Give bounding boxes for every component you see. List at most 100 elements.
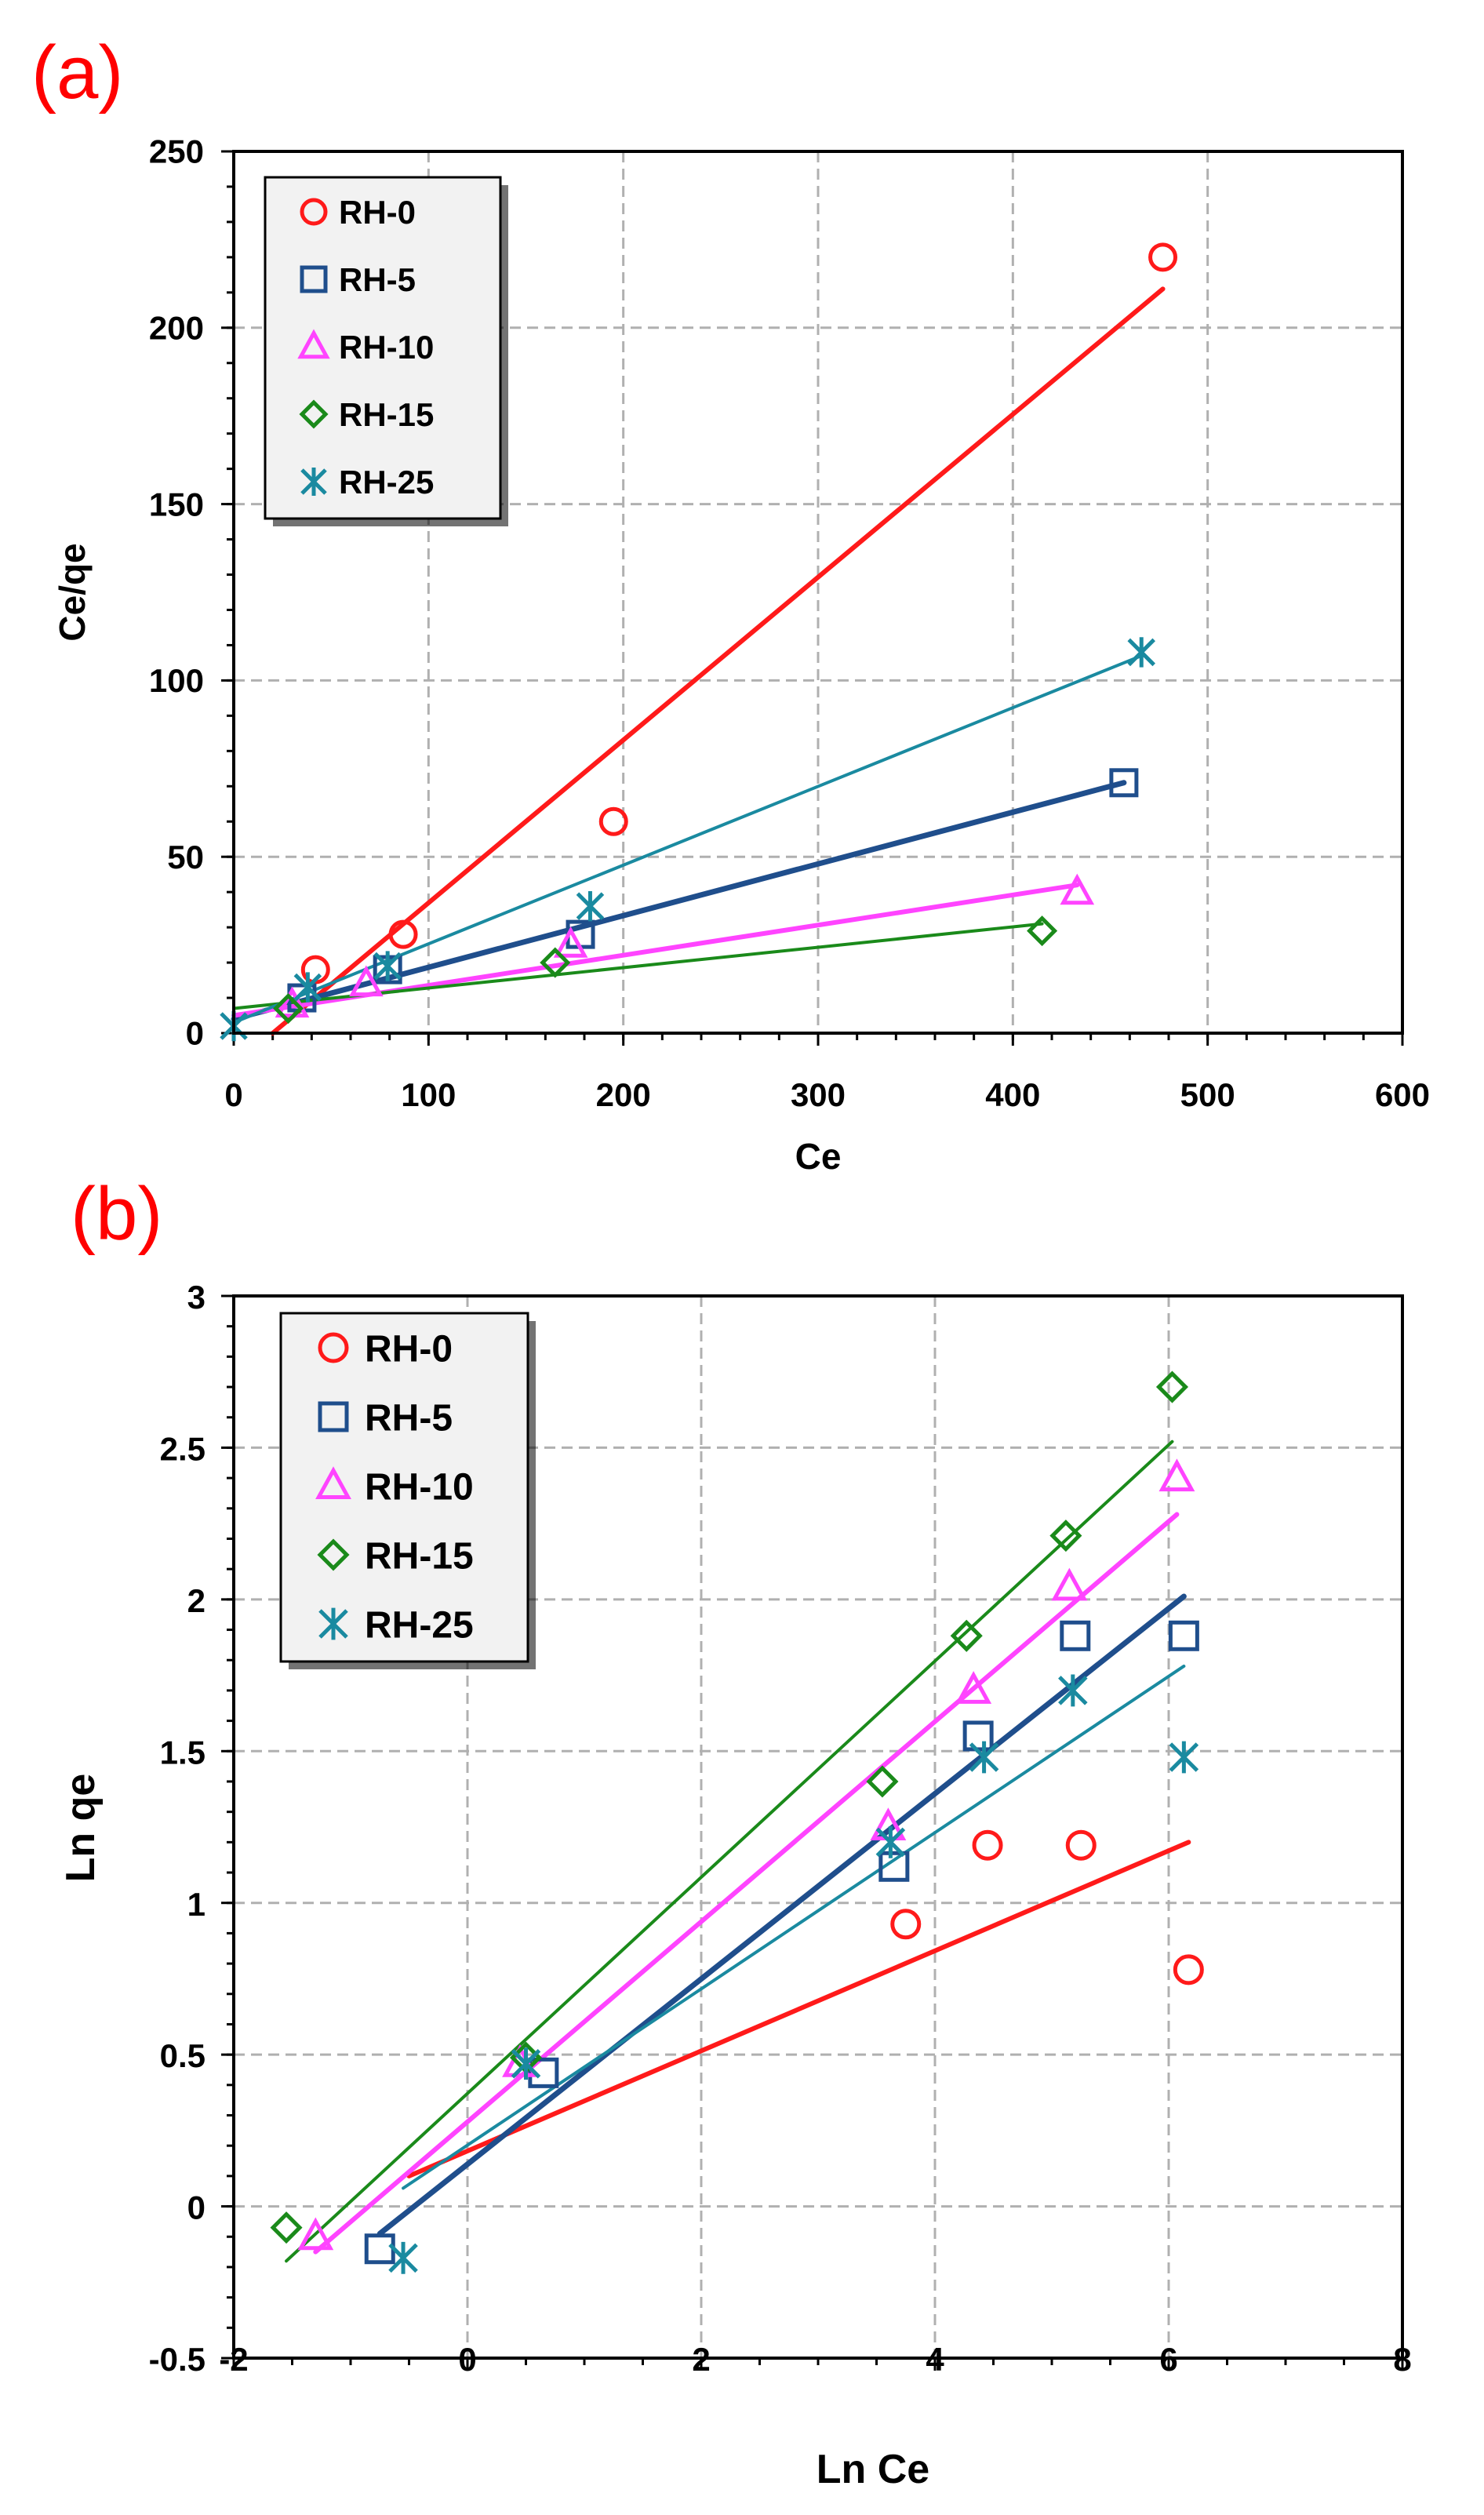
panel-b-x-tick-labels: -2 0 2 4 6 8: [219, 2341, 1411, 2378]
panel-a-x-tick-label: 0: [224, 1076, 242, 1113]
panel-b-y-tick-label: 0.5: [160, 2037, 206, 2074]
panel-b-point-rh-15: [270, 2211, 303, 2244]
panel-a-point-rh-0: [388, 919, 418, 949]
panel-a-legend-marker-rh-15: [299, 399, 329, 429]
panel-a-legend-label-rh-10: RH-10: [339, 329, 434, 366]
panel-a-point-rh-25: [373, 951, 402, 981]
panel-b-point-rh-10: [297, 2217, 334, 2251]
panel-b-x-tick-label: 0: [458, 2341, 476, 2378]
panel-a-point-rh-0: [1148, 242, 1178, 272]
panel-a-point-rh-15: [540, 947, 571, 978]
panel-a-y-tick-label: 200: [149, 310, 204, 347]
panel-b-legend-marker-rh-25: [318, 1607, 348, 1640]
panel-a-point-rh-10: [349, 965, 384, 997]
panel-a-y-tick-label: 250: [149, 133, 204, 170]
panel-b-point-rh-0: [1065, 1829, 1097, 1861]
panel-b-y-tick-label: 2.5: [160, 1431, 206, 1468]
panel-b-y-tick-label: 1: [187, 1886, 206, 1923]
panel-a-x-tick-labels: 0 100 200 300 400 500 600: [224, 1076, 1430, 1113]
panel-a-x-tick-label: 600: [1375, 1076, 1430, 1113]
panel-b-legend-marker-rh-0: [318, 1332, 349, 1363]
panel-b-x-tick-label: 6: [1159, 2341, 1177, 2378]
panel-a-frame: [232, 150, 1404, 1035]
panel-a-fit-line-rh-5: [231, 780, 1127, 1022]
panel-a-legend-marker-rh-10: [297, 329, 330, 359]
panel-b-legend-marker-rh-5: [318, 1401, 349, 1432]
panel-b-point-rh-10: [1051, 1567, 1088, 1601]
panel-a-legend-marker-rh-5: [300, 265, 328, 293]
panel-a-point-rh-15: [1027, 915, 1058, 947]
panel-b-legend: RH-0 RH-5 RH-10 RH-15 RH-25: [279, 1312, 536, 1669]
panel-b-point-rh-0: [972, 1829, 1003, 1861]
panel-b-legend-marker-rh-15: [317, 1538, 350, 1571]
panel-b-point-rh-15: [1049, 1520, 1082, 1552]
panel-a-label: (a): [31, 31, 123, 115]
panel-a-y-tick-label: 150: [149, 486, 204, 522]
panel-a-legend-label-rh-15: RH-15: [339, 396, 434, 433]
panel-b-point-rh-25: [511, 2047, 541, 2080]
panel-a-point-rh-10: [1060, 873, 1095, 905]
panel-b-y-tick-label: -0.5: [149, 2341, 206, 2378]
panel-b-point-rh-25: [388, 2241, 418, 2274]
panel-b-x-axis-title: Ln Ce: [817, 2447, 929, 2492]
panel-b-point-rh-5: [1168, 1620, 1199, 1651]
panel-b-legend-label-rh-5: RH-5: [365, 1397, 453, 1439]
panel-a-point-rh-25: [1127, 637, 1155, 668]
panel-a-x-tick-label: 400: [985, 1076, 1040, 1113]
panel-a-legend-label-rh-0: RH-0: [339, 194, 416, 231]
panel-b-point-rh-0: [890, 1909, 922, 1940]
panel-a-point-rh-15: [272, 992, 304, 1025]
panel-b-point-rh-5: [528, 2057, 559, 2088]
panel-b-fit-line-rh-15: [285, 1439, 1174, 2263]
panel-a-x-axis-title: Ce: [795, 1136, 842, 1177]
panel-b-point-rh-25: [969, 1741, 999, 1774]
panel-a-y-tick-labels: 0 50 100 150 200 250: [149, 133, 204, 1052]
panel-b-y-tick-label: 1.5: [160, 1734, 206, 1771]
panel-b-x-tick-label: 2: [692, 2341, 710, 2378]
panel-b-fit-line-rh-0: [406, 1840, 1191, 2178]
panel-a-point-rh-25: [293, 972, 322, 1003]
panel-a-x-tick-label: 300: [791, 1076, 846, 1113]
chart-panel-b: (b) -2 0 2 4 6 8 -0.5 0 0.5 1 1.5 2 2.5 3 Ln Ce Ln q…: [58, 1172, 1412, 2492]
panel-a-point-rh-0: [598, 806, 628, 836]
panel-b-label: (b): [71, 1172, 162, 1256]
panel-a-point-rh-10: [553, 926, 588, 958]
panel-b-fit-lines: [285, 1439, 1191, 2263]
panel-a-point-rh-5: [1109, 768, 1139, 798]
panel-b-point-rh-25: [875, 1825, 906, 1858]
panel-a-fit-line-rh-0: [270, 286, 1166, 1035]
panel-a-x-tick-label: 500: [1180, 1076, 1235, 1113]
panel-b-legend-label-rh-0: RH-0: [365, 1328, 453, 1370]
panel-b-point-rh-5: [1060, 1620, 1091, 1651]
panel-b-y-tick-label: 0: [187, 2189, 206, 2226]
panel-b-legend-marker-rh-10: [315, 1466, 351, 1499]
panel-b-point-rh-10: [1158, 1458, 1195, 1492]
panel-a-point-rh-25: [576, 890, 605, 922]
panel-b-fit-line-rh-5: [376, 1593, 1187, 2237]
panel-b-frame: [232, 1294, 1404, 2360]
panel-a-y-tick-label: 50: [167, 839, 204, 875]
panel-a-data-points: [220, 242, 1178, 1042]
panel-b-y-tick-label: 2: [187, 1582, 206, 1619]
panel-b-y-tick-labels: -0.5 0 0.5 1 1.5 2 2.5 3: [149, 1279, 206, 2378]
panel-b-point-rh-25: [1169, 1741, 1199, 1774]
panel-b-y-axis-title: Ln qe: [58, 1774, 104, 1883]
panel-b-fit-line-rh-10: [313, 1512, 1180, 2255]
panel-b-point-rh-0: [1173, 1954, 1204, 1985]
panel-a-y-axis-title: Ce/qe: [52, 543, 93, 641]
chart-panel-a: (a) 0 100 200 300 400 500 600 050100150200250 …: [31, 31, 1430, 1177]
panel-b-point-rh-10: [955, 1671, 992, 1704]
panel-b-x-tick-label: 4: [926, 2341, 944, 2378]
panel-b-legend-label-rh-15: RH-15: [365, 1535, 474, 1577]
panel-a-legend-label-rh-25: RH-25: [339, 464, 434, 500]
panel-b-point-rh-15: [1155, 1370, 1189, 1403]
panel-b-data-points: [270, 1370, 1204, 2274]
panel-b-legend-label-rh-25: RH-25: [365, 1604, 474, 1646]
panel-a-y-tick-label: 0: [186, 1015, 204, 1052]
panel-a-x-tick-label: 200: [596, 1076, 651, 1113]
panel-a-x-tick-label: 100: [401, 1076, 456, 1113]
panel-b-point-rh-15: [950, 1619, 983, 1652]
panel-b-y-tick-label: 3: [187, 1279, 206, 1316]
panel-b-point-rh-15: [866, 1765, 899, 1798]
